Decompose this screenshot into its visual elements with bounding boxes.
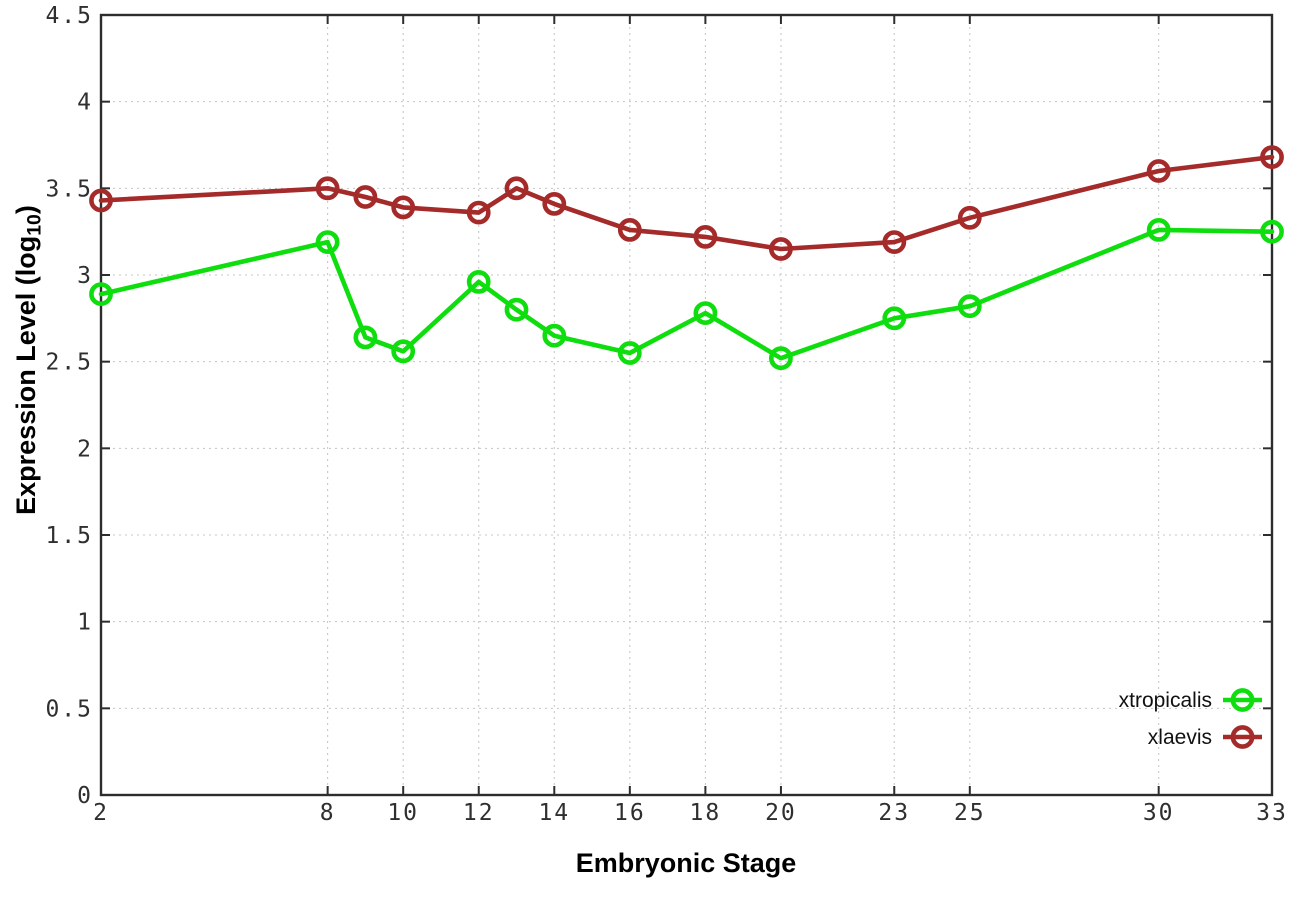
x-tick-label: 33 xyxy=(1256,800,1288,826)
data-point-xlaevis xyxy=(957,205,982,230)
x-tick-label: 2 xyxy=(93,800,109,826)
x-tick-label: 10 xyxy=(387,800,419,826)
data-point-xtropicalis xyxy=(882,306,907,331)
data-point-xtropicalis xyxy=(315,230,340,255)
y-tick-label: 3.5 xyxy=(45,176,93,202)
data-point-xlaevis xyxy=(353,185,378,209)
y-tick-label: 2.5 xyxy=(45,350,93,376)
data-point-xtropicalis xyxy=(466,269,491,294)
data-point-xtropicalis xyxy=(504,297,529,322)
y-tick-label: 2 xyxy=(77,436,93,462)
y-tick-label: 3 xyxy=(77,263,93,289)
y-axis-title-close: ) xyxy=(11,205,41,215)
x-tick-label: 14 xyxy=(538,800,570,826)
data-point-xlaevis xyxy=(1146,159,1171,183)
data-point-xtropicalis xyxy=(693,301,718,326)
data-point-xtropicalis xyxy=(957,294,982,319)
legend-label-xlaevis: xlaevis xyxy=(1148,726,1212,749)
x-tick-label: 20 xyxy=(765,800,797,826)
y-tick-label: 4.5 xyxy=(45,3,93,29)
y-axis-title-text: Expression Level (log xyxy=(11,235,41,515)
x-tick-label: 25 xyxy=(954,800,986,826)
legend-label-xtropicalis: xtropicalis xyxy=(1119,689,1212,712)
data-point-xtropicalis xyxy=(769,346,793,371)
x-tick-label: 16 xyxy=(614,800,646,826)
x-tick-label: 8 xyxy=(320,800,336,826)
series-line-xtropicalis xyxy=(98,227,1275,361)
y-tick-label: 1.5 xyxy=(45,523,93,549)
legend-marker-xlaevis xyxy=(1230,725,1255,749)
data-point-xlaevis xyxy=(769,237,793,261)
x-tick-label: 18 xyxy=(690,800,722,826)
legend-marker-xtropicalis xyxy=(1230,688,1255,712)
series-line-xlaevis xyxy=(98,154,1275,252)
data-point-xtropicalis xyxy=(353,325,378,350)
data-point-xlaevis xyxy=(89,188,113,213)
y-tick-label: 4 xyxy=(77,90,93,116)
plot-border xyxy=(99,13,1274,797)
y-tick-label: 1 xyxy=(77,610,93,636)
data-point-xtropicalis xyxy=(617,341,642,365)
y-tick-label: 0 xyxy=(77,783,93,809)
y-tick-label: 0.5 xyxy=(45,696,93,722)
data-point-xtropicalis xyxy=(391,339,416,364)
data-point-xlaevis xyxy=(693,224,718,249)
data-point-xlaevis xyxy=(466,200,491,225)
data-point-xlaevis xyxy=(315,176,340,201)
data-point-xtropicalis xyxy=(542,323,567,348)
data-point-xtropicalis xyxy=(89,282,113,307)
data-point-xlaevis xyxy=(391,195,416,220)
x-axis-title: Embryonic Stage xyxy=(575,848,797,878)
x-tick-label: 12 xyxy=(463,800,495,826)
data-point-xtropicalis xyxy=(1146,217,1171,242)
data-point-xtropicalis xyxy=(1260,219,1284,244)
x-tick-label: 23 xyxy=(878,800,910,826)
y-axis-title-subscript: 10 xyxy=(23,214,46,236)
data-point-xlaevis xyxy=(1260,145,1284,170)
data-point-xlaevis xyxy=(504,176,529,201)
y-axis-title: Expression Level (log10) xyxy=(6,110,46,610)
x-tick-label: 30 xyxy=(1143,800,1175,826)
data-point-xlaevis xyxy=(882,230,907,255)
data-point-xlaevis xyxy=(542,191,567,216)
data-point-xlaevis xyxy=(617,217,642,242)
